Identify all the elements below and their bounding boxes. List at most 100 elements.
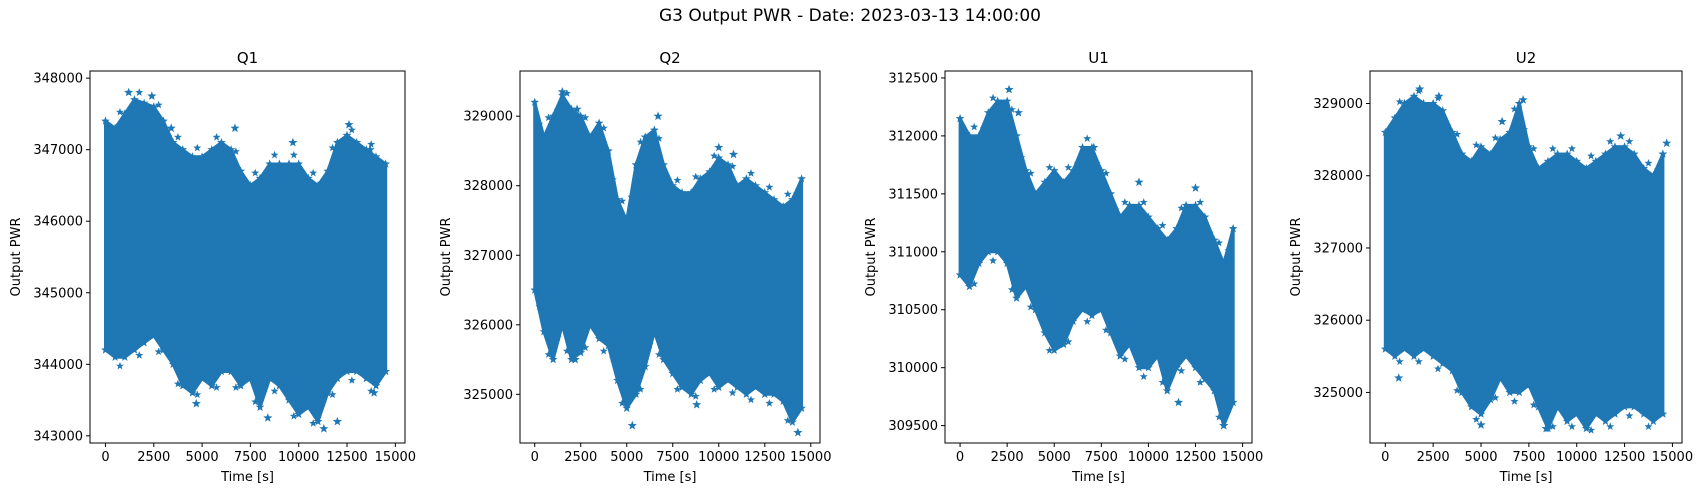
data-point-outlier — [1497, 116, 1507, 126]
data-point — [599, 346, 608, 355]
data-point — [318, 178, 327, 187]
data-point — [983, 247, 993, 256]
data-point — [1644, 422, 1653, 430]
data-point-outlier — [1394, 373, 1404, 382]
data-point — [202, 153, 211, 162]
data-point — [567, 104, 576, 113]
x-tick-label: 2500 — [991, 450, 1024, 465]
data-point — [618, 399, 627, 407]
data-point-outlier — [1134, 177, 1144, 187]
x-tick-label: 5000 — [610, 450, 643, 465]
data-point — [544, 350, 553, 358]
data-point — [226, 145, 236, 154]
data-point — [101, 116, 110, 125]
data-point — [1120, 355, 1129, 363]
data-point — [1553, 402, 1562, 411]
data-point — [1524, 142, 1534, 151]
data-point — [1036, 312, 1045, 321]
data-point — [965, 131, 974, 140]
x-tick-label: 12500 — [744, 450, 785, 465]
data-point — [1120, 198, 1129, 206]
data-point — [1476, 142, 1486, 151]
data-point — [1481, 398, 1490, 406]
data-point — [701, 175, 709, 184]
y-tick-label: 328000 — [1313, 169, 1363, 184]
data-point — [265, 374, 275, 383]
x-tick-label: 12500 — [326, 450, 367, 465]
data-point — [1395, 357, 1404, 365]
data-point — [1629, 402, 1639, 411]
data-point — [1092, 159, 1101, 167]
data-point — [535, 119, 544, 128]
data-point — [120, 352, 130, 361]
data-point — [1486, 395, 1495, 404]
data-point — [1476, 409, 1486, 418]
data-point — [135, 88, 144, 96]
data-point-outlier — [1089, 142, 1099, 152]
data-point — [1443, 121, 1452, 130]
data-point — [970, 122, 979, 131]
data-point — [576, 111, 586, 120]
data-point — [548, 111, 558, 120]
data-point — [1036, 188, 1045, 196]
data-point — [544, 113, 553, 122]
y-tick-label: 311500 — [888, 187, 938, 202]
data-point — [1045, 346, 1054, 354]
data-point — [304, 173, 313, 182]
data-point — [1031, 189, 1040, 198]
data-point — [139, 338, 149, 347]
data-point — [765, 183, 774, 191]
x-tick-label: 10000 — [1556, 450, 1597, 465]
data-layer — [530, 87, 806, 437]
data-point — [1644, 159, 1653, 167]
data-point — [585, 132, 595, 141]
data-point — [352, 137, 362, 147]
data-point — [1172, 224, 1181, 233]
data-point — [691, 172, 700, 181]
data-point — [1405, 100, 1414, 108]
x-tick-label: 15000 — [1652, 450, 1693, 465]
data-point — [1073, 159, 1082, 167]
data-point — [1606, 422, 1615, 430]
y-tick-label: 343000 — [33, 429, 83, 444]
data-point — [783, 416, 792, 424]
data-point — [352, 366, 362, 376]
data-point — [207, 381, 217, 390]
data-point — [970, 279, 979, 288]
data-point — [1177, 203, 1186, 212]
data-point-outlier — [692, 400, 702, 409]
data-point — [696, 375, 705, 385]
data-point — [1453, 130, 1462, 138]
plot-frame — [944, 70, 1253, 444]
data-point — [1447, 366, 1457, 375]
data-point — [960, 127, 969, 136]
x-tick-label: 12500 — [1175, 450, 1216, 465]
data-point — [732, 181, 742, 190]
data-point — [1017, 153, 1026, 162]
data-point — [719, 375, 728, 383]
data-point — [328, 390, 337, 399]
data-point — [650, 327, 659, 336]
data-point — [1481, 150, 1490, 159]
y-tick-label: 326000 — [463, 318, 513, 333]
data-point — [1055, 176, 1063, 185]
data-point — [116, 361, 124, 370]
data-point — [1083, 134, 1092, 142]
x-axis-label: Time [s] — [1071, 470, 1125, 485]
data-point — [993, 247, 1003, 256]
data-point — [1068, 166, 1078, 175]
data-point — [1059, 177, 1068, 186]
data-point — [1040, 328, 1050, 337]
data-point — [1205, 376, 1214, 384]
data-point — [1596, 157, 1605, 166]
data-point-outlier — [714, 142, 724, 152]
data-point — [1629, 149, 1639, 158]
data-point — [1409, 351, 1419, 360]
data-point — [998, 248, 1007, 257]
data-point — [793, 406, 801, 415]
x-tick-label: 10000 — [1128, 450, 1169, 465]
data-point — [1495, 135, 1505, 144]
data-point — [294, 409, 304, 419]
data-point — [1040, 177, 1050, 186]
